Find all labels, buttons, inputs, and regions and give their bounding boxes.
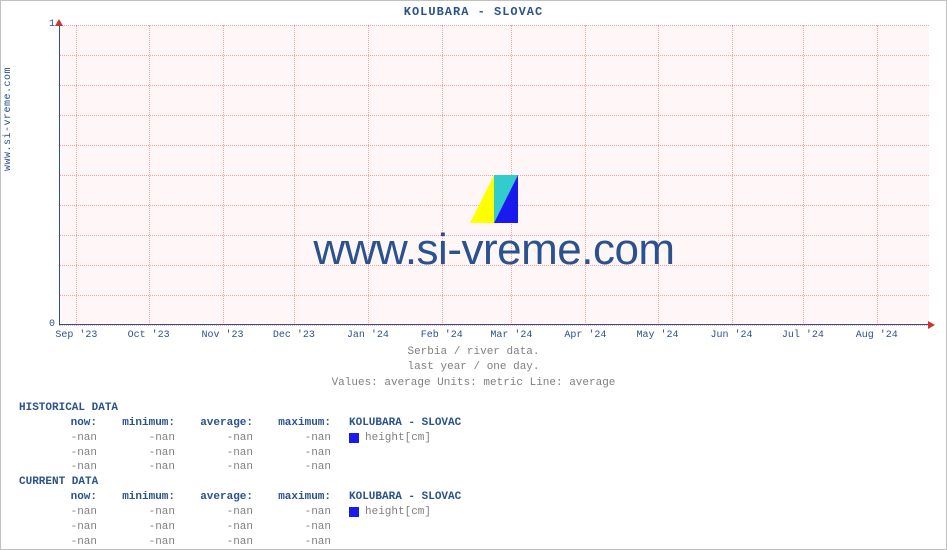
metric-label: height[cm]: [365, 431, 431, 446]
table-cell-maximum: -nan: [253, 446, 331, 461]
y-tick-label: 1: [41, 19, 55, 30]
chart-hgrid: [59, 55, 929, 56]
table-metric-cell: height[cm]: [331, 505, 431, 520]
x-tick-label: Feb '24: [412, 330, 472, 341]
table-metric-cell: [331, 520, 349, 535]
chart-vgrid: [368, 25, 369, 325]
chart-subtitle-block: Serbia / river data. last year / one day…: [1, 345, 946, 391]
x-tick-label: Jul '24: [773, 330, 833, 341]
table-cell-now: -nan: [19, 431, 97, 446]
table-cell-now: -nan: [19, 520, 97, 535]
y-tick-label: 0: [41, 319, 55, 330]
chart-hgrid: [59, 25, 929, 26]
table-metric-cell: height[cm]: [331, 431, 431, 446]
table-cell-average: -nan: [175, 505, 253, 520]
chart-vgrid: [585, 25, 586, 325]
chart-hgrid: [59, 145, 929, 146]
col-average: average:: [175, 416, 253, 431]
x-tick-label: May '24: [628, 330, 688, 341]
table-metric-cell: [331, 460, 349, 475]
chart-vgrid: [803, 25, 804, 325]
chart-vgrid: [149, 25, 150, 325]
table-cell-average: -nan: [175, 431, 253, 446]
col-now: now:: [19, 416, 97, 431]
chart-hgrid: [59, 325, 929, 326]
chart-vgrid: [732, 25, 733, 325]
table-cell-now: -nan: [19, 460, 97, 475]
historical-section-title: HISTORICAL DATA: [19, 401, 936, 416]
table-metric-cell: [331, 446, 349, 461]
table-cell-maximum: -nan: [253, 520, 331, 535]
series-swatch-icon: [349, 507, 359, 517]
x-axis-arrow-icon: [928, 321, 935, 329]
current-series-name: KOLUBARA - SLOVAC: [349, 490, 461, 505]
metric-label: height[cm]: [365, 505, 431, 520]
chart-vgrid: [294, 25, 295, 325]
chart-plot-area: 01Sep '23Oct '23Nov '23Dec '23Jan '24Feb…: [59, 25, 929, 325]
x-tick-label: Oct '23: [119, 330, 179, 341]
chart-title: KOLUBARA - SLOVAC: [1, 5, 946, 19]
table-cell-average: -nan: [175, 535, 253, 550]
table-row: -nan-nan-nan-nan: [19, 535, 936, 550]
chart-hgrid: [59, 115, 929, 116]
table-cell-minimum: -nan: [97, 535, 175, 550]
table-cell-now: -nan: [19, 535, 97, 550]
table-row: -nan-nan-nan-nan: [19, 446, 936, 461]
table-row: -nan-nan-nan-nan: [19, 460, 936, 475]
chart-vgrid: [442, 25, 443, 325]
chart-vgrid: [877, 25, 878, 325]
chart-hgrid: [59, 85, 929, 86]
chart-hgrid: [59, 295, 929, 296]
table-cell-maximum: -nan: [253, 460, 331, 475]
subtitle-range: last year / one day.: [1, 360, 946, 375]
x-tick-label: Aug '24: [847, 330, 907, 341]
table-cell-minimum: -nan: [97, 431, 175, 446]
table-cell-maximum: -nan: [253, 535, 331, 550]
historical-header-row: now: minimum: average: maximum: KOLUBARA…: [19, 416, 936, 431]
chart-vgrid: [76, 25, 77, 325]
current-section-title: CURRENT DATA: [19, 475, 936, 490]
chart-vgrid: [223, 25, 224, 325]
table-cell-now: -nan: [19, 446, 97, 461]
col-now: now:: [19, 490, 97, 505]
current-header-row: now: minimum: average: maximum: KOLUBARA…: [19, 490, 936, 505]
table-cell-minimum: -nan: [97, 446, 175, 461]
x-tick-label: Jan '24: [338, 330, 398, 341]
historical-series-name: KOLUBARA - SLOVAC: [349, 416, 461, 431]
subtitle-source: Serbia / river data.: [1, 345, 946, 360]
col-average: average:: [175, 490, 253, 505]
x-tick-label: Dec '23: [264, 330, 324, 341]
table-cell-minimum: -nan: [97, 460, 175, 475]
x-tick-label: Nov '23: [193, 330, 253, 341]
x-tick-label: Apr '24: [555, 330, 615, 341]
x-tick-label: Sep '23: [46, 330, 106, 341]
x-tick-label: Jun '24: [702, 330, 762, 341]
y-axis-arrow-icon: [55, 19, 63, 26]
y-axis-source-label: www.si-vreme.com: [3, 67, 14, 171]
table-cell-minimum: -nan: [97, 520, 175, 535]
x-tick-label: Mar '24: [481, 330, 541, 341]
table-cell-maximum: -nan: [253, 505, 331, 520]
table-metric-cell: [331, 535, 349, 550]
chart-vgrid: [658, 25, 659, 325]
col-maximum: maximum:: [253, 416, 331, 431]
table-row: -nan-nan-nan-nan: [19, 520, 936, 535]
table-row: -nan-nan-nan-nanheight[cm]: [19, 505, 936, 520]
table-cell-average: -nan: [175, 520, 253, 535]
table-row: -nan-nan-nan-nanheight[cm]: [19, 431, 936, 446]
col-minimum: minimum:: [97, 416, 175, 431]
table-cell-now: -nan: [19, 505, 97, 520]
col-minimum: minimum:: [97, 490, 175, 505]
table-cell-maximum: -nan: [253, 431, 331, 446]
table-cell-minimum: -nan: [97, 505, 175, 520]
data-tables: HISTORICAL DATA now: minimum: average: m…: [19, 401, 936, 549]
watermark-text: www.si-vreme.com: [313, 225, 674, 275]
table-cell-average: -nan: [175, 446, 253, 461]
subtitle-config: Values: average Units: metric Line: aver…: [1, 376, 946, 391]
col-maximum: maximum:: [253, 490, 331, 505]
series-swatch-icon: [349, 433, 359, 443]
table-cell-average: -nan: [175, 460, 253, 475]
watermark-logo-icon: [470, 175, 518, 223]
